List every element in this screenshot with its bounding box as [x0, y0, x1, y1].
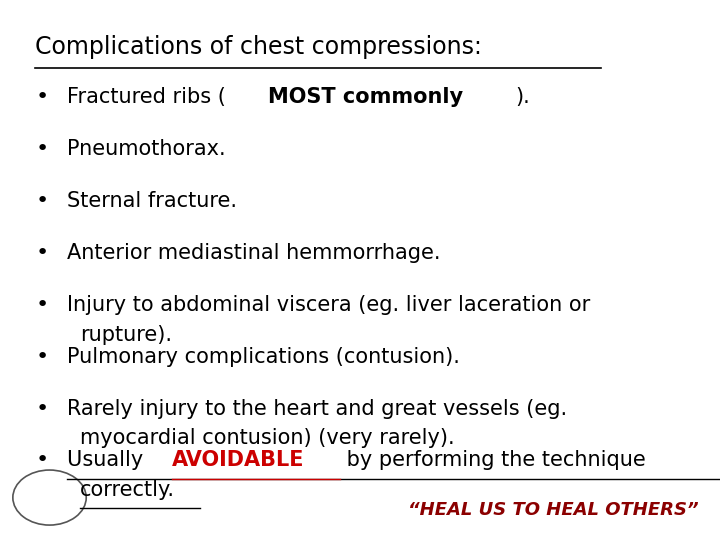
Text: Anterior mediastinal hemmorrhage.: Anterior mediastinal hemmorrhage.	[67, 243, 441, 263]
Text: Complications of chest compressions:: Complications of chest compressions:	[35, 35, 482, 58]
Text: Rarely injury to the heart and great vessels (eg.: Rarely injury to the heart and great ves…	[67, 399, 567, 418]
Text: ).: ).	[515, 87, 530, 107]
Text: myocardial contusion) (very rarely).: myocardial contusion) (very rarely).	[80, 428, 454, 448]
Text: Injury to abdominal viscera (eg. liver laceration or: Injury to abdominal viscera (eg. liver l…	[67, 295, 590, 315]
Text: correctly.: correctly.	[80, 480, 175, 500]
Text: •: •	[35, 295, 49, 315]
Text: •: •	[35, 139, 49, 159]
Text: •: •	[35, 450, 49, 470]
Text: Pneumothorax.: Pneumothorax.	[67, 139, 226, 159]
Text: “HEAL US TO HEAL OTHERS”: “HEAL US TO HEAL OTHERS”	[408, 501, 698, 519]
Text: by performing the technique: by performing the technique	[340, 450, 645, 470]
Text: •: •	[35, 243, 49, 263]
Text: Sternal fracture.: Sternal fracture.	[67, 191, 237, 211]
Text: rupture).: rupture).	[80, 325, 172, 345]
Text: Pulmonary complications (contusion).: Pulmonary complications (contusion).	[67, 347, 460, 367]
Text: •: •	[35, 191, 49, 211]
Text: AVOIDABLE: AVOIDABLE	[172, 450, 305, 470]
Text: •: •	[35, 87, 49, 107]
Text: Usually: Usually	[67, 450, 150, 470]
Text: •: •	[35, 399, 49, 418]
Text: •: •	[35, 347, 49, 367]
Text: MOST commonly: MOST commonly	[268, 87, 463, 107]
Text: Fractured ribs (: Fractured ribs (	[67, 87, 226, 107]
